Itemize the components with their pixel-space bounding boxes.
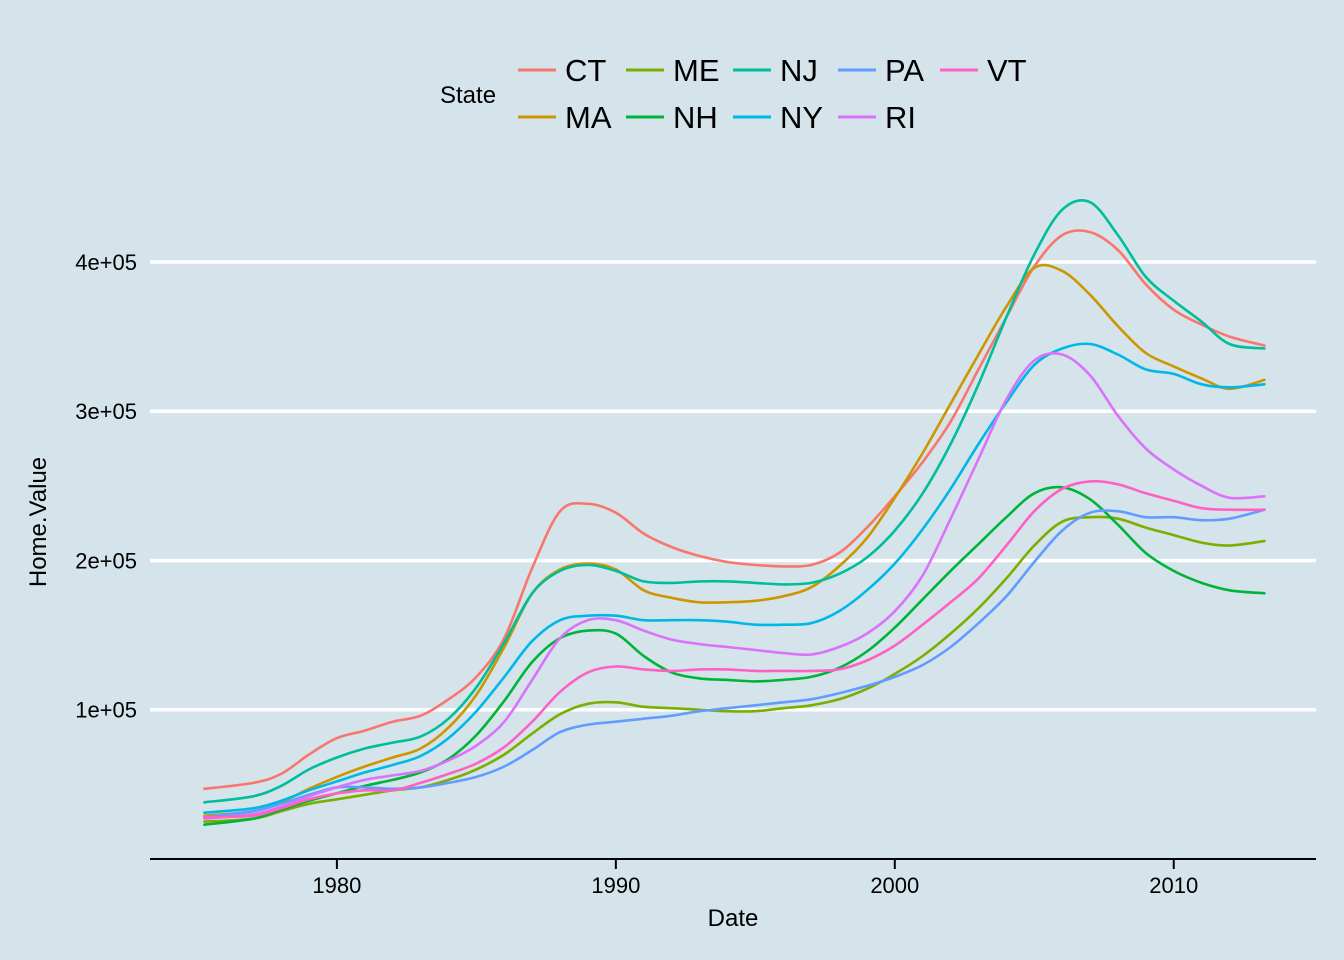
legend-title: State: [440, 82, 496, 109]
series-line-pa: [203, 508, 1266, 819]
x-tick-label: 1980: [312, 873, 361, 898]
y-tick-label: 3e+05: [75, 399, 137, 424]
y-tick-label: 2e+05: [75, 548, 137, 573]
legend-item-me: ME: [626, 53, 720, 88]
legend-item-vt: VT: [940, 53, 1027, 88]
legend-label: CT: [565, 53, 606, 88]
legend-item-ny: NY: [733, 100, 823, 135]
legend-label: NY: [780, 100, 823, 135]
legend: State CT MA ME NH NJ NY PA RI VT: [440, 53, 1027, 135]
series-line-ct: [203, 229, 1266, 791]
x-tick-label: 2010: [1149, 873, 1198, 898]
series-line-ny: [203, 342, 1266, 814]
legend-label: PA: [885, 53, 924, 88]
series-line-ma: [203, 263, 1266, 817]
x-axis-ticks: 1980 1990 2000 2010: [312, 859, 1198, 898]
legend-label: RI: [885, 100, 916, 135]
legend-item-nj: NJ: [733, 53, 818, 88]
y-axis-ticks: 1e+05 2e+05 3e+05 4e+05: [75, 250, 137, 723]
x-tick-label: 2000: [870, 873, 919, 898]
legend-label: NH: [673, 100, 718, 135]
legend-label: ME: [673, 53, 720, 88]
legend-label: VT: [987, 53, 1027, 88]
axes: 1980 1990 2000 2010 1e+05 2e+05 3e+05 4e+05 Da…: [25, 250, 1316, 932]
series-line-nh: [203, 485, 1266, 826]
legend-items: CT MA ME NH NJ NY PA RI VT: [518, 53, 1027, 135]
series-line-ri: [203, 352, 1266, 820]
legend-item-ct: CT: [518, 53, 606, 88]
legend-item-ri: RI: [838, 100, 916, 135]
series-line-nj: [203, 199, 1266, 804]
legend-label: NJ: [780, 53, 818, 88]
y-tick-label: 1e+05: [75, 698, 137, 723]
y-tick-label: 4e+05: [75, 250, 137, 275]
x-axis-title: Date: [708, 905, 759, 932]
grid-lines: [150, 260, 1316, 712]
legend-item-ma: MA: [518, 100, 612, 135]
legend-label: MA: [565, 100, 612, 135]
legend-item-nh: NH: [626, 100, 718, 135]
legend-item-pa: PA: [838, 53, 924, 88]
series-line-vt: [203, 479, 1266, 819]
x-tick-label: 1990: [591, 873, 640, 898]
series-lines: [203, 199, 1266, 826]
y-axis-title: Home.Value: [25, 457, 52, 587]
